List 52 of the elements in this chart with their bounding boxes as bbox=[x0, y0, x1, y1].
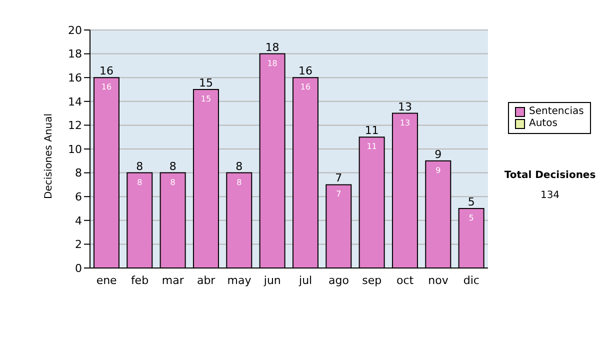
legend-label: Sentencias bbox=[529, 106, 584, 118]
y-tick-label: 20 bbox=[68, 24, 82, 37]
total-label: 5 bbox=[468, 196, 475, 208]
data-label: 8 bbox=[236, 178, 242, 187]
data-label: 8 bbox=[137, 178, 142, 187]
x-tick-label: ago bbox=[328, 274, 350, 287]
total-label: 8 bbox=[169, 160, 176, 173]
x-tick-label: jul bbox=[298, 274, 312, 287]
text: 134 bbox=[539, 190, 561, 201]
data-label: 9 bbox=[436, 166, 441, 175]
text: Total Decisiones bbox=[503, 170, 597, 181]
total-label: 16 bbox=[99, 64, 114, 78]
y-axis-title: Decisiones Anual bbox=[44, 113, 55, 199]
y-tick-label: 6 bbox=[75, 190, 82, 204]
y-tick-label: 0 bbox=[75, 262, 82, 275]
x-tick-label: oct bbox=[396, 274, 414, 287]
total-label: 16 bbox=[298, 64, 312, 78]
data-label: 16 bbox=[101, 82, 112, 92]
x-tick-label: abr bbox=[196, 274, 216, 287]
x-tick-label: ene bbox=[96, 274, 118, 287]
y-tick-label: 12 bbox=[68, 119, 82, 132]
data-label: 16 bbox=[300, 82, 311, 92]
x-tick-label: sep bbox=[362, 274, 382, 287]
y-tick-label: 16 bbox=[68, 72, 82, 85]
total-label: 8 bbox=[136, 160, 144, 173]
x-tick-label: jun bbox=[262, 274, 281, 287]
x-tick-label: mar bbox=[162, 274, 184, 287]
y-tick-label: 10 bbox=[68, 142, 82, 156]
x-tick-label: dic bbox=[463, 274, 480, 287]
data-label: 7 bbox=[336, 190, 342, 199]
x-tick-label: nov bbox=[428, 274, 449, 287]
data-label: 15 bbox=[200, 94, 212, 104]
data-label: 13 bbox=[400, 118, 410, 128]
data-label: 8 bbox=[170, 178, 176, 187]
total-label: 18 bbox=[265, 40, 280, 54]
y-tick-label: 2 bbox=[75, 238, 82, 252]
total-label: 15 bbox=[198, 76, 213, 90]
y-tick-label: 4 bbox=[75, 214, 82, 228]
x-tick-label: feb bbox=[130, 274, 149, 287]
legend-label: Autos bbox=[529, 118, 558, 130]
data-label: 5 bbox=[468, 214, 474, 222]
y-tick-label: 14 bbox=[68, 95, 82, 108]
y-tick-label: 18 bbox=[68, 48, 82, 61]
total-label: 9 bbox=[434, 148, 442, 161]
data-label: 11 bbox=[366, 142, 377, 152]
y-tick-label: 8 bbox=[75, 166, 82, 180]
x-tick-label: may bbox=[227, 274, 252, 287]
total-label: 7 bbox=[335, 172, 342, 185]
total-label: 11 bbox=[364, 124, 379, 138]
total-label: 8 bbox=[236, 160, 243, 173]
data-label: 18 bbox=[267, 58, 278, 68]
total-label: 13 bbox=[398, 100, 412, 114]
